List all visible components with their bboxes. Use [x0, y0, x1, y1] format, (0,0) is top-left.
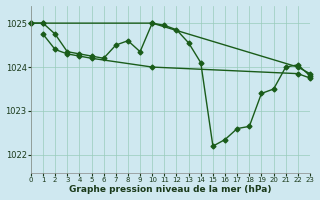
X-axis label: Graphe pression niveau de la mer (hPa): Graphe pression niveau de la mer (hPa): [69, 185, 272, 194]
